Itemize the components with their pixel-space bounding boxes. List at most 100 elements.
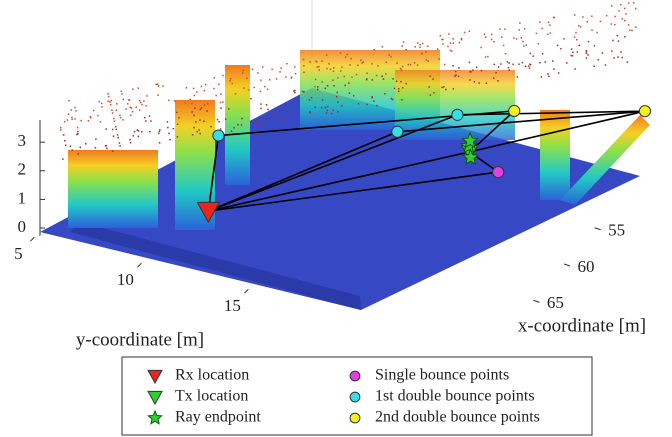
cloud-dot — [309, 61, 311, 63]
cloud-dot — [155, 84, 157, 86]
cloud-dot — [505, 53, 507, 55]
cloud-dot — [550, 32, 552, 34]
cloud-dot — [386, 62, 388, 64]
cloud-dot — [458, 67, 460, 69]
cloud-dot — [525, 66, 527, 68]
cloud-dot — [215, 95, 217, 97]
cloud-dot — [500, 63, 502, 65]
cloud-dot — [204, 90, 206, 92]
cloud-dot — [627, 61, 629, 63]
cloud-dot — [624, 36, 626, 38]
cloud-dot — [560, 48, 562, 50]
cloud-dot — [493, 77, 495, 79]
cloud-dot — [214, 77, 216, 79]
y-tick-label: 15 — [224, 296, 241, 315]
cloud-dot — [119, 142, 121, 144]
cloud-dot — [539, 62, 541, 64]
cloud-dot — [242, 72, 244, 74]
cloud-dot — [206, 110, 208, 112]
cloud-dot — [357, 65, 359, 67]
cloud-dot — [114, 120, 116, 122]
cloud-dot — [427, 60, 429, 62]
z-tick-label: 0 — [18, 217, 27, 236]
cloud-dot — [120, 117, 122, 119]
cloud-dot — [144, 117, 146, 119]
cloud-dot — [356, 74, 358, 76]
cloud-dot — [326, 68, 328, 70]
cloud-dot — [350, 58, 352, 60]
cloud-dot — [218, 121, 220, 123]
cloud-dot — [576, 39, 578, 41]
y-tick-label: 5 — [14, 244, 23, 263]
cloud-dot — [405, 83, 407, 85]
cloud-dot — [432, 78, 434, 80]
cloud-dot — [62, 158, 64, 160]
cloud-dot — [135, 107, 137, 109]
cloud-dot — [618, 40, 620, 42]
cloud-dot — [405, 49, 407, 51]
cloud-dot — [256, 122, 258, 124]
cloud-dot — [111, 109, 113, 111]
cloud-dot — [261, 124, 263, 126]
cloud-dot — [594, 45, 596, 47]
wall — [68, 150, 158, 228]
cloud-dot — [250, 98, 252, 100]
cloud-dot — [366, 78, 368, 80]
cloud-dot — [260, 108, 262, 110]
y-tick — [30, 237, 34, 241]
cloud-dot — [341, 67, 343, 69]
legend-label: Single bounce points — [375, 367, 509, 384]
cloud-dot — [331, 113, 333, 115]
cloud-dot — [95, 138, 97, 140]
cloud-dot — [228, 108, 230, 110]
cloud-dot — [362, 61, 364, 63]
legend-marker — [350, 392, 360, 402]
cloud-dot — [577, 51, 579, 53]
cloud-dot — [113, 118, 115, 120]
cloud-dot — [157, 94, 159, 96]
cloud-dot — [591, 15, 593, 17]
cloud-dot — [60, 129, 62, 131]
cloud-dot — [625, 13, 627, 15]
x-tick — [564, 264, 570, 266]
cloud-dot — [201, 107, 203, 109]
cloud-dot — [260, 79, 262, 81]
cloud-dot — [246, 77, 248, 79]
cloud-dot — [235, 93, 237, 95]
cloud-dot — [571, 48, 573, 50]
cloud-dot — [213, 88, 215, 90]
cloud-dot — [451, 50, 453, 52]
cloud-dot — [294, 92, 296, 94]
cloud-dot — [303, 91, 305, 93]
cloud-dot — [343, 76, 345, 78]
cloud-dot — [109, 101, 111, 103]
cloud-dot — [437, 48, 439, 50]
cloud-dot — [267, 89, 269, 91]
cloud-dot — [315, 106, 317, 108]
cloud-dot — [414, 62, 416, 64]
cloud-dot — [290, 113, 292, 115]
cloud-dot — [478, 82, 480, 84]
cloud-dot — [598, 59, 600, 61]
cloud-dot — [579, 45, 581, 47]
cloud-dot — [635, 8, 637, 10]
cloud-dot — [366, 72, 368, 74]
marker — [392, 126, 403, 137]
cloud-dot — [408, 64, 410, 66]
cloud-dot — [230, 78, 232, 80]
cloud-dot — [611, 23, 613, 25]
cloud-dot — [317, 89, 319, 91]
cloud-dot — [512, 64, 514, 65]
cloud-dot — [376, 75, 378, 77]
cloud-dot — [100, 121, 102, 123]
cloud-dot — [241, 124, 243, 126]
cloud-dot — [348, 82, 350, 84]
z-tick-label: 2 — [18, 160, 27, 179]
cloud-dot — [315, 79, 317, 81]
cloud-dot — [122, 99, 124, 101]
cloud-dot — [243, 70, 245, 72]
cloud-dot — [191, 111, 193, 113]
cloud-dot — [617, 35, 619, 37]
cloud-dot — [282, 119, 284, 121]
cloud-dot — [493, 41, 495, 43]
